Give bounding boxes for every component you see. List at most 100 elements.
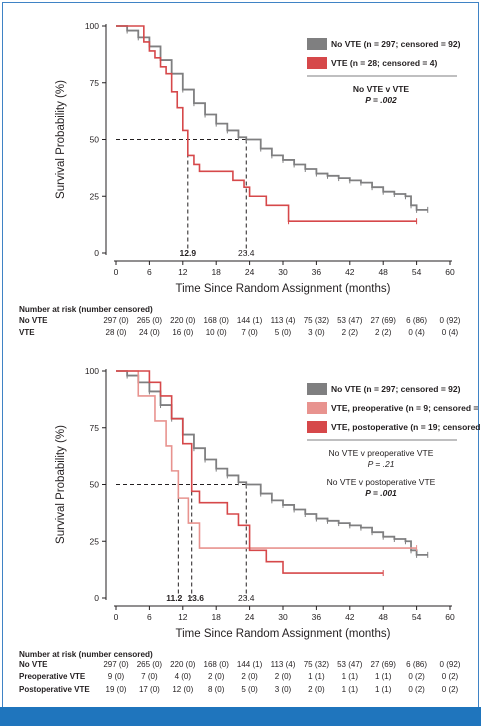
risk-cell: 0 (4) xyxy=(408,328,425,337)
legend-label: VTE, preoperative (n = 9; censored = 2) xyxy=(331,403,481,413)
risk-table-title: Number at risk (number censored) xyxy=(19,650,153,659)
x-tick-label: 48 xyxy=(378,267,388,277)
risk-cell: 75 (32) xyxy=(304,316,330,325)
legend-label: VTE (n = 28; censored = 4) xyxy=(331,58,437,68)
x-tick-label: 0 xyxy=(114,267,119,277)
risk-cell: 265 (0) xyxy=(137,316,163,325)
risk-table-title: Number at risk (number censored) xyxy=(19,305,153,314)
risk-cell: 0 (92) xyxy=(440,660,461,669)
risk-cell: 220 (0) xyxy=(170,316,196,325)
risk-cell: 1 (1) xyxy=(308,672,325,681)
comparison-text: No VTE v VTE xyxy=(353,84,410,94)
risk-cell: 297 (0) xyxy=(103,316,129,325)
risk-cell: 2 (0) xyxy=(275,672,292,681)
risk-cell: 168 (0) xyxy=(204,660,230,669)
risk-cell: 75 (32) xyxy=(304,660,330,669)
risk-cell: 16 (0) xyxy=(172,328,193,337)
y-tick-label: 50 xyxy=(90,480,100,490)
series-line-vte_pre xyxy=(116,370,417,549)
x-tick-label: 24 xyxy=(245,267,255,277)
risk-cell: 2 (0) xyxy=(241,672,258,681)
x-tick-label: 36 xyxy=(312,612,322,622)
risk-cell: 0 (2) xyxy=(408,685,425,694)
legend-swatch xyxy=(307,402,327,414)
median-label: 11.2 xyxy=(166,593,182,603)
comparison-text: P = .001 xyxy=(365,488,397,498)
y-tick-label: 25 xyxy=(90,536,100,546)
legend-label: No VTE (n = 297; censored = 92) xyxy=(331,384,461,394)
x-tick-label: 30 xyxy=(278,612,288,622)
risk-cell: 19 (0) xyxy=(106,685,127,694)
x-tick-label: 6 xyxy=(147,612,152,622)
risk-cell: 6 (86) xyxy=(406,660,427,669)
risk-cell: 3 (0) xyxy=(308,328,325,337)
comparison-text: P = .002 xyxy=(365,95,397,105)
risk-cell: 1 (1) xyxy=(342,672,359,681)
risk-cell: 7 (0) xyxy=(141,672,158,681)
y-tick-label: 50 xyxy=(90,135,100,145)
y-tick-label: 75 xyxy=(90,423,100,433)
risk-table-1: Number at risk (number censored) No VTE 29… xyxy=(19,305,461,337)
x-tick-label: 12 xyxy=(178,612,188,622)
x-axis-title: Time Since Random Assignment (months) xyxy=(176,628,391,640)
risk-cell: 53 (47) xyxy=(337,316,363,325)
legend-swatch xyxy=(307,38,327,50)
y-tick-label: 100 xyxy=(85,21,99,31)
risk-row-label: No VTE xyxy=(19,660,48,669)
risk-cell: 265 (0) xyxy=(137,660,163,669)
risk-row-label: VTE xyxy=(19,328,35,337)
comparison-text: No VTE v postoperative VTE xyxy=(327,477,436,487)
legend-swatch xyxy=(307,383,327,395)
risk-cell: 0 (4) xyxy=(442,328,459,337)
risk-cell: 144 (1) xyxy=(237,660,263,669)
y-axis-title: Survival Probability (%) xyxy=(55,425,67,544)
footer-bar xyxy=(0,707,481,726)
median-label: 23.4 xyxy=(238,593,255,603)
risk-cell: 2 (2) xyxy=(375,328,392,337)
series-line-no_vte xyxy=(116,25,428,211)
risk-cell: 6 (86) xyxy=(406,316,427,325)
risk-cell: 220 (0) xyxy=(170,660,196,669)
risk-cell: 8 (0) xyxy=(208,685,225,694)
x-tick-label: 24 xyxy=(245,612,255,622)
series-line-vte_post xyxy=(116,370,384,574)
risk-cell: 10 (0) xyxy=(206,328,227,337)
risk-cell: 17 (0) xyxy=(139,685,160,694)
risk-table-2: Number at risk (number censored)No VTE 29… xyxy=(19,650,461,694)
y-tick-label: 0 xyxy=(94,248,99,258)
risk-cell: 9 (0) xyxy=(108,672,125,681)
x-tick-label: 0 xyxy=(114,612,119,622)
risk-cell: 24 (0) xyxy=(139,328,160,337)
median-label: 12.9 xyxy=(180,248,197,258)
series-line-vte xyxy=(116,25,417,223)
x-tick-label: 36 xyxy=(312,267,322,277)
risk-cell: 144 (1) xyxy=(237,316,263,325)
x-tick-label: 54 xyxy=(412,267,422,277)
risk-cell: 113 (4) xyxy=(271,316,296,325)
legend-swatch xyxy=(307,421,327,433)
x-axis-title: Time Since Random Assignment (months) xyxy=(176,283,391,295)
risk-cell: 5 (0) xyxy=(241,685,258,694)
risk-cell: 1 (1) xyxy=(375,685,392,694)
y-tick-label: 25 xyxy=(90,191,100,201)
y-tick-label: 75 xyxy=(90,78,100,88)
x-tick-label: 12 xyxy=(178,267,188,277)
x-tick-label: 30 xyxy=(278,267,288,277)
y-axis-title: Survival Probability (%) xyxy=(55,80,67,199)
risk-cell: 28 (0) xyxy=(106,328,127,337)
km-chart-1: 0 6 12 18 24 30 36 42 48 54 60 0 25 50 75 100 Time Since… xyxy=(55,21,461,295)
risk-cell: 53 (47) xyxy=(337,660,363,669)
median-label: 23.4 xyxy=(238,248,255,258)
x-tick-label: 48 xyxy=(378,612,388,622)
legend-label: VTE, postoperative (n = 19; censored = 2… xyxy=(331,422,481,432)
risk-cell: 2 (0) xyxy=(308,685,325,694)
risk-cell: 297 (0) xyxy=(103,660,129,669)
comparison-text: P = .21 xyxy=(368,459,395,469)
risk-cell: 113 (4) xyxy=(271,660,296,669)
risk-cell: 27 (69) xyxy=(371,316,397,325)
risk-cell: 1 (1) xyxy=(375,672,392,681)
risk-cell: 3 (0) xyxy=(275,685,292,694)
y-tick-label: 100 xyxy=(85,366,99,376)
x-tick-label: 42 xyxy=(345,267,355,277)
